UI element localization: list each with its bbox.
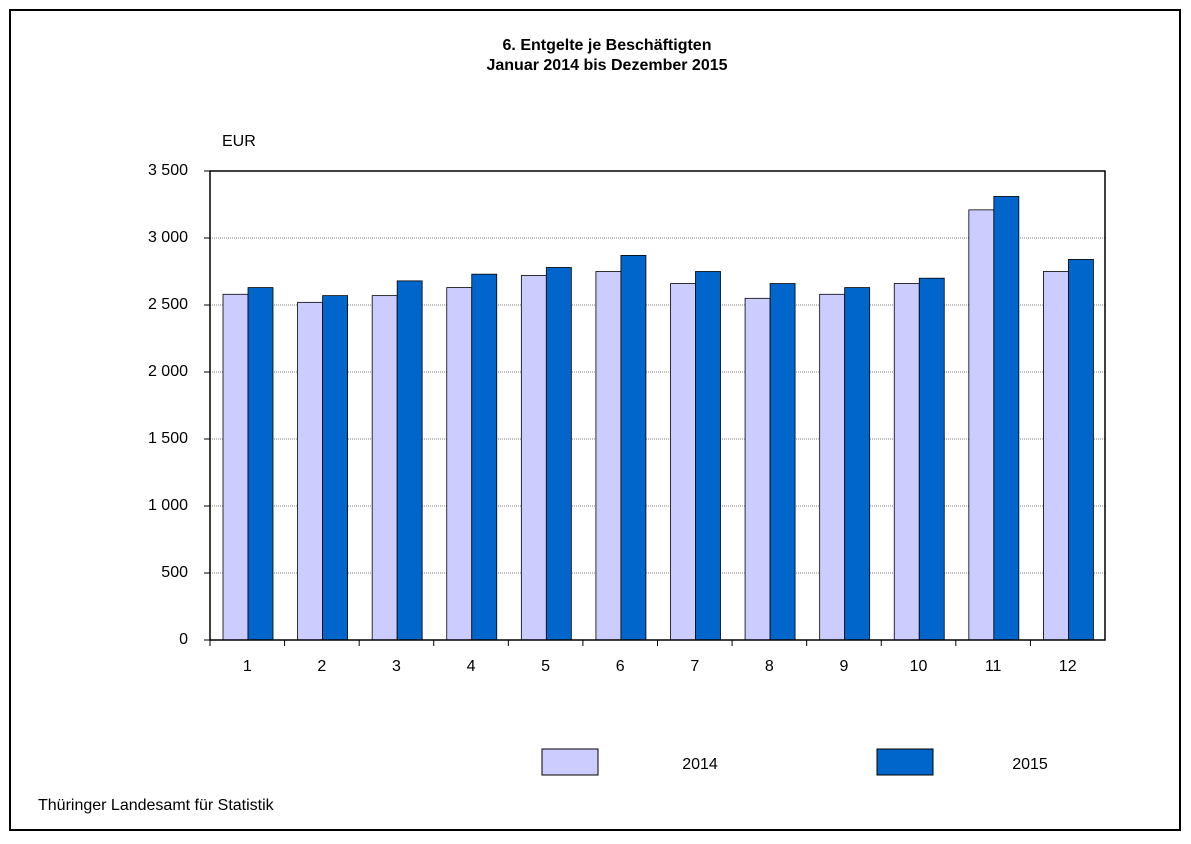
y-tick-label: 1 500 bbox=[148, 430, 188, 447]
x-tick-label: 6 bbox=[616, 658, 625, 675]
bar bbox=[819, 293, 846, 641]
source: Thüringer Landesamt für Statistik bbox=[38, 797, 275, 814]
bar bbox=[670, 283, 696, 641]
bar bbox=[446, 287, 473, 641]
y-tick-label: 0 bbox=[179, 631, 188, 648]
x-tick-label: 7 bbox=[690, 658, 699, 675]
x-tick-label: 5 bbox=[541, 658, 550, 675]
x-tick-label: 10 bbox=[910, 658, 928, 675]
y-tick-label: 3 000 bbox=[148, 229, 188, 246]
bar bbox=[893, 283, 920, 641]
bar bbox=[322, 295, 348, 641]
bar bbox=[595, 271, 622, 641]
x-tick-label: 9 bbox=[840, 658, 849, 675]
bar bbox=[471, 273, 498, 641]
chart-subtitle: Januar 2014 bis Dezember 2015 bbox=[486, 57, 727, 74]
y-tick-label: 500 bbox=[161, 564, 188, 581]
chart-title: 6. Entgelte je Beschäftigten bbox=[503, 37, 712, 54]
bar bbox=[396, 280, 423, 641]
bar bbox=[1068, 259, 1094, 641]
bar bbox=[744, 297, 771, 641]
legend-swatch bbox=[876, 748, 934, 776]
y-axis-label: EUR bbox=[222, 133, 256, 150]
y-tick-label: 1 000 bbox=[148, 497, 188, 514]
bar bbox=[247, 287, 274, 641]
bar bbox=[769, 283, 796, 641]
legend-label: 2015 bbox=[1012, 756, 1048, 773]
plot-area bbox=[209, 170, 1106, 641]
legend-label: 2014 bbox=[682, 756, 718, 773]
bar bbox=[695, 271, 721, 641]
legend-swatch bbox=[541, 748, 599, 776]
bar bbox=[520, 275, 547, 641]
x-tick-label: 11 bbox=[985, 658, 1002, 675]
bar bbox=[844, 287, 871, 641]
x-tick-label: 8 bbox=[765, 658, 774, 675]
bar bbox=[968, 209, 995, 641]
x-tick-label: 1 bbox=[243, 658, 252, 675]
y-tick-label: 2 500 bbox=[148, 296, 188, 313]
y-tick-label: 2 000 bbox=[148, 363, 188, 380]
bar bbox=[918, 277, 945, 641]
x-tick-label: 4 bbox=[467, 658, 476, 675]
bar bbox=[993, 196, 1020, 641]
x-tick-label: 3 bbox=[392, 658, 401, 675]
bar bbox=[620, 255, 647, 641]
y-tick-label: 3 500 bbox=[148, 162, 188, 179]
x-tick-label: 12 bbox=[1059, 658, 1077, 675]
bar bbox=[1043, 271, 1069, 641]
bar bbox=[297, 301, 323, 641]
bar bbox=[371, 295, 398, 641]
x-tick-label: 2 bbox=[317, 658, 326, 675]
bar bbox=[222, 293, 249, 641]
bar bbox=[545, 267, 572, 641]
